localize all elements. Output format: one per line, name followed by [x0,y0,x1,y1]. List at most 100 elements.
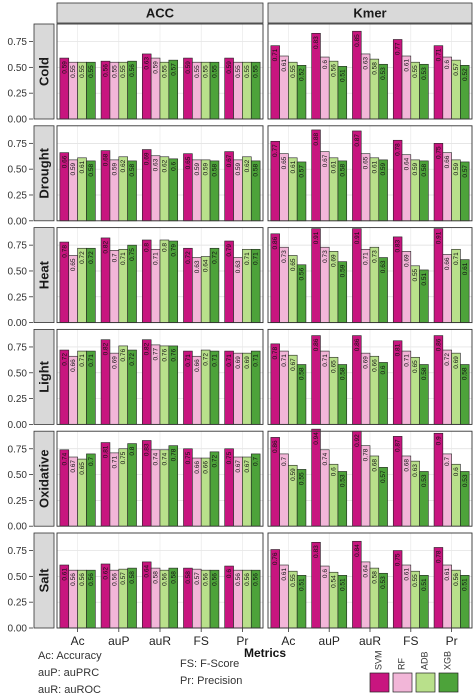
bar-data-label: 0.58 [170,571,177,584]
x-tick-label: auR [149,634,171,648]
row-strip-label: Light [37,360,52,392]
bar-data-label: 0.63 [412,464,419,477]
y-tick-label: 0.25 [8,89,28,100]
bar-data-label: 0.55 [299,472,306,485]
bar-data-label: 0.75 [129,248,136,261]
footnote-aur: auR: auROC [38,684,101,696]
bar-data-label: 0.72 [211,454,218,467]
legend-swatch-adb [415,672,436,693]
panel-border [267,125,473,222]
bar-data-label: 0.8 [129,446,136,455]
legend-label: RF [397,658,407,670]
bar-data-label: 0.78 [272,346,279,359]
bar-data-label: 0.61 [290,160,297,173]
bar-data-label: 0.61 [281,59,288,72]
bar-data-label: 0.56 [70,573,77,586]
row-strip-cold [33,23,55,120]
bar-data-label: 0.66 [371,359,378,372]
bar-data-label: 0.66 [70,359,77,372]
y-tick-label: 0.50 [8,266,28,277]
y-tick-label: 0.25 [8,190,28,201]
bar-data-label: 0.59 [453,162,460,175]
footnote-pr: Pr: Precision [180,675,243,687]
bar-data-label: 0.67 [226,154,233,167]
bar-data-label: 0.63 [235,260,242,273]
bar-data-label: 0.59 [235,162,242,175]
bar-data-label: 0.56 [331,64,338,77]
bar-data-label: 0.69 [403,254,410,267]
bar-data-label: 0.58 [185,571,192,584]
row-strip-label: Salt [37,568,52,593]
bar-data-label: 0.54 [331,575,338,588]
bar-data-label: 0.69 [144,152,151,165]
bar-data-label: 0.62 [161,159,168,172]
bar-data-label: 0.91 [435,231,442,244]
bar-data-label: 0.55 [211,65,218,78]
bar-data-label: 0.6 [322,60,329,69]
bar-data-label: 0.71 [185,354,192,367]
bar-data-label: 0.69 [235,356,242,369]
bar-data-label: 0.79 [170,244,177,257]
bar-data-label: 0.72 [61,353,68,366]
x-tick-label: Ac [281,634,295,648]
bar-data-label: 0.61 [403,568,410,581]
bar-data-label: 0.63 [194,260,201,273]
y-tick-label: 0.00 [8,318,28,329]
bar-data-label: 0.81 [103,445,110,458]
bar-data-label: 0.77 [395,42,402,55]
bar-data-label: 0.65 [412,360,419,373]
bar-data-label: 0.58 [421,164,428,177]
bar-data-label: 0.56 [453,573,460,586]
bar-data-label: 0.75 [185,451,192,464]
x-tick-label: Ac [71,634,85,648]
bar-data-label: 0.67 [235,460,242,473]
bar-data-label: 0.75 [435,146,442,159]
bar-data-label: 0.68 [403,459,410,472]
panel-oxidative-acc: 0.740.67 0.650.70.810.71 0.750.8 0.830.74 0.… [56,430,264,527]
bar-data-label: 0.64 [203,259,210,272]
bar-data-label: 0.82 [144,342,151,355]
bar-data-label: 0.71 [153,252,160,265]
y-tick-label: 0.75 [8,444,28,455]
bar-data-label: 0.63 [153,158,160,171]
bar-data-label: 0.8 [161,243,168,252]
bar-data-label: 0.74 [322,452,329,465]
bar-data-label: 0.58 [339,367,346,380]
bar-data-label: 0.55 [88,65,95,78]
bar-data-label: 0.9 [435,436,442,445]
panel-light-kmer: 0.780.71 0.670.580.860.71 0.650.580.860.69… [267,328,473,425]
bar-data-label: 0.59 [290,468,297,481]
bar-data-label: 0.71 [120,252,127,265]
bar-data-label: 0.59 [412,162,419,175]
panel-border [56,430,264,527]
bar-data-label: 0.56 [79,573,86,586]
bar-data-label: 0.61 [444,568,451,581]
bar-data-label: 0.55 [79,65,86,78]
bar-data-label: 0.53 [462,474,469,487]
panel-oxidative-kmer: 0.860.70.59 0.550.940.740.60.530.920.780.… [267,428,473,527]
bar-data-label: 0.71 [453,252,460,265]
bar-data-label: 0.91 [354,231,361,244]
bar-data-label: 0.6 [380,365,387,374]
bar-data-label: 0.64 [403,157,410,170]
bar-data-label: 0.86 [354,338,361,351]
bar-data-label: 0.53 [380,67,387,80]
bar-data-label: 0.59 [61,61,68,74]
panel-drought-acc: 0.660.59 0.61 0.580.680.59 0.62 0.580.69 0.63… [56,125,264,222]
bar-data-label: 0.55 [203,65,210,78]
bar-data-label: 0.76 [272,552,279,565]
bar-data-label: 0.62 [120,159,127,172]
bar-data-label: 0.55 [70,65,77,78]
bar-data-label: 0.57 [120,572,127,585]
bar-data-label: 0.81 [395,343,402,356]
bar-data-label: 0.66 [203,461,210,474]
bar-data-label: 0.56 [129,64,136,77]
bar-data-label: 0.86 [313,338,320,351]
bar-data-label: 0.6 [331,467,338,476]
bar-data-label: 0.55 [120,65,127,78]
bar-data-label: 0.75 [226,451,233,464]
bar-data-label: 0.53 [339,474,346,487]
bar-data-label: 0.74 [161,452,168,465]
legend-swatch-xgb [438,672,459,693]
bar-data-label: 0.73 [322,250,329,263]
